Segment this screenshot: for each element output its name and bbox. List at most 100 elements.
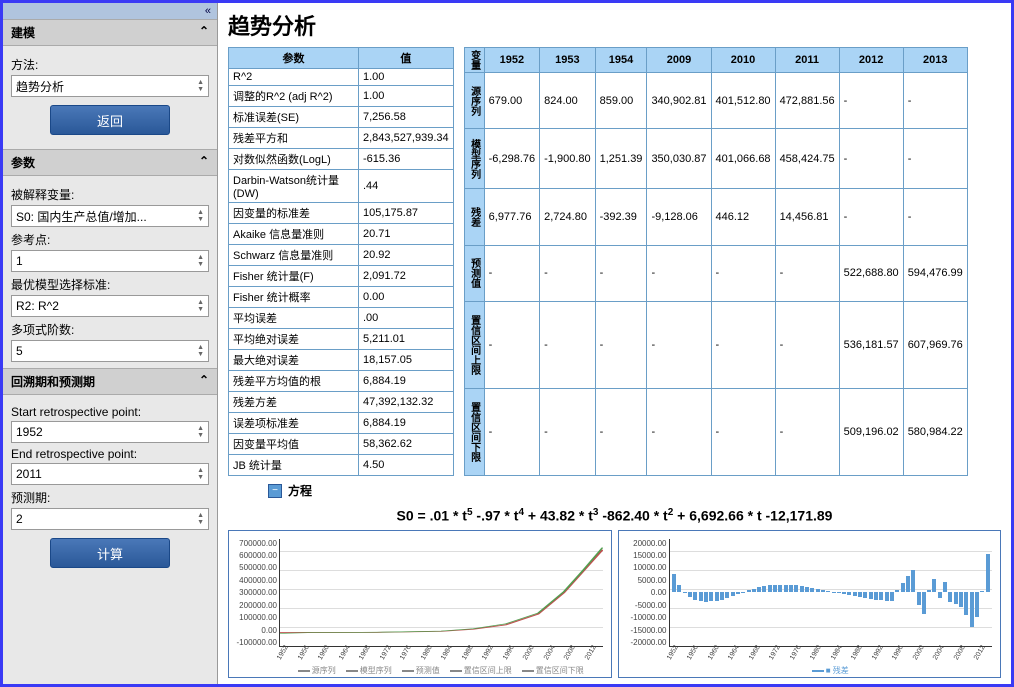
data-cell: 2,724.80 (540, 189, 595, 245)
stat-name: 平均绝对误差 (229, 329, 359, 350)
row-name: 源序列 (464, 73, 484, 129)
chevron-icon: ⌃ (199, 24, 209, 41)
year-col: 2010 (711, 48, 775, 73)
equation-text: S0 = .01 * t5 -.97 * t4 + 43.82 * t3 -86… (228, 507, 1001, 524)
poly-order-input[interactable]: 5 ▲▼ (11, 340, 209, 362)
collapse-icon[interactable]: « (3, 3, 217, 19)
data-table: 变量19521953195420092010201120122013 源序列67… (464, 47, 968, 476)
stat-value: 1.00 (359, 69, 454, 86)
sidebar: « 建模 ⌃ 方法: 趋势分析 ▲▼ 返回 参数 ⌃ 被解释变量: S0: 国内… (3, 3, 218, 684)
data-cell: -9,128.06 (647, 189, 711, 245)
stepper-arrows-icon: ▲▼ (197, 467, 204, 481)
dropdown-arrows-icon: ▲▼ (197, 299, 204, 313)
row-name: 置信区间上限 (464, 301, 484, 388)
poly-order-label: 多项式阶数: (11, 321, 209, 338)
forecast-input[interactable]: 2 ▲▼ (11, 508, 209, 530)
data-cell: - (484, 245, 539, 301)
data-cell: - (484, 388, 539, 475)
stat-value: 6,884.19 (359, 371, 454, 392)
stat-name: R^2 (229, 69, 359, 86)
main-panel: 趋势分析 参数 值 R^21.00调整的R^2 (adj R^2)1.00标准误… (218, 3, 1011, 684)
year-col: 2009 (647, 48, 711, 73)
year-col: 1953 (540, 48, 595, 73)
data-cell: - (540, 388, 595, 475)
var-col: 变量 (464, 48, 484, 73)
back-button[interactable]: 返回 (50, 105, 170, 135)
dropdown-arrows-icon: ▲▼ (197, 79, 204, 93)
data-cell: - (647, 301, 711, 388)
data-cell: - (839, 73, 903, 129)
ref-point-input[interactable]: 1 ▲▼ (11, 250, 209, 272)
stat-name: 调整的R^2 (adj R^2) (229, 86, 359, 107)
criterion-value: R2: R^2 (16, 299, 59, 313)
data-cell: -392.39 (595, 189, 647, 245)
method-label: 方法: (11, 56, 209, 73)
stat-value: 47,392,132.32 (359, 392, 454, 413)
chevron-icon: ⌃ (199, 154, 209, 171)
stat-value: 1.00 (359, 86, 454, 107)
year-col: 2011 (775, 48, 839, 73)
end-label: End retrospective point: (11, 447, 209, 461)
stat-value: 58,362.62 (359, 434, 454, 455)
period-header[interactable]: 回溯期和预测期 ⌃ (3, 368, 217, 395)
data-cell: - (540, 301, 595, 388)
method-value: 趋势分析 (16, 78, 64, 95)
stat-name: 残差方差 (229, 392, 359, 413)
data-cell: 536,181.57 (839, 301, 903, 388)
data-cell: - (775, 301, 839, 388)
data-cell: - (903, 189, 967, 245)
data-cell: - (903, 73, 967, 129)
data-cell: 824.00 (540, 73, 595, 129)
criterion-select[interactable]: R2: R^2 ▲▼ (11, 295, 209, 317)
stat-name: Fisher 统计量(F) (229, 266, 359, 287)
method-select[interactable]: 趋势分析 ▲▼ (11, 75, 209, 97)
start-input[interactable]: 1952 ▲▼ (11, 421, 209, 443)
modeling-header[interactable]: 建模 ⌃ (3, 19, 217, 46)
params-header[interactable]: 参数 ⌃ (3, 149, 217, 176)
data-cell: - (540, 245, 595, 301)
residual-chart: 20000.0015000.0010000.005000.000.00-5000… (618, 530, 1002, 678)
stat-name: Fisher 统计概率 (229, 287, 359, 308)
data-cell: 679.00 (484, 73, 539, 129)
stat-name: 因变量平均值 (229, 434, 359, 455)
poly-order-value: 5 (16, 344, 23, 358)
stat-name: 残差平方和 (229, 128, 359, 149)
data-cell: - (711, 301, 775, 388)
page-title: 趋势分析 (228, 9, 1001, 41)
stat-name: 误差项标准差 (229, 413, 359, 434)
chevron-icon: ⌃ (199, 373, 209, 390)
stat-name: 标准误差(SE) (229, 107, 359, 128)
stepper-arrows-icon: ▲▼ (197, 425, 204, 439)
calc-button[interactable]: 计算 (50, 538, 170, 568)
row-name: 残差 (464, 189, 484, 245)
stat-value: -615.36 (359, 149, 454, 170)
data-cell: 401,512.80 (711, 73, 775, 129)
row-name: 置信区间下限 (464, 388, 484, 475)
stat-name: Schwarz 信息量准则 (229, 245, 359, 266)
stat-name: 最大绝对误差 (229, 350, 359, 371)
end-input[interactable]: 2011 ▲▼ (11, 463, 209, 485)
data-cell: 6,977.76 (484, 189, 539, 245)
criterion-label: 最优模型选择标准: (11, 276, 209, 293)
data-cell: - (711, 388, 775, 475)
stat-value: 20.71 (359, 224, 454, 245)
data-cell: 1,251.39 (595, 129, 647, 189)
data-cell: - (839, 129, 903, 189)
explained-var-value: S0: 国内生产总值/增加... (16, 208, 147, 225)
stat-value: 105,175.87 (359, 203, 454, 224)
data-cell: - (595, 388, 647, 475)
data-cell: 14,456.81 (775, 189, 839, 245)
stepper-arrows-icon: ▲▼ (197, 254, 204, 268)
stat-value: 6,884.19 (359, 413, 454, 434)
data-cell: 446.12 (711, 189, 775, 245)
explained-var-select[interactable]: S0: 国内生产总值/增加... ▲▼ (11, 205, 209, 227)
stat-name: Akaike 信息量准则 (229, 224, 359, 245)
stepper-arrows-icon: ▲▼ (197, 344, 204, 358)
data-cell: 580,984.22 (903, 388, 967, 475)
data-cell: - (647, 388, 711, 475)
year-col: 2013 (903, 48, 967, 73)
year-col: 2012 (839, 48, 903, 73)
end-value: 2011 (16, 467, 42, 481)
equation-toggle-icon[interactable]: − (268, 484, 282, 498)
row-name: 预测值 (464, 245, 484, 301)
